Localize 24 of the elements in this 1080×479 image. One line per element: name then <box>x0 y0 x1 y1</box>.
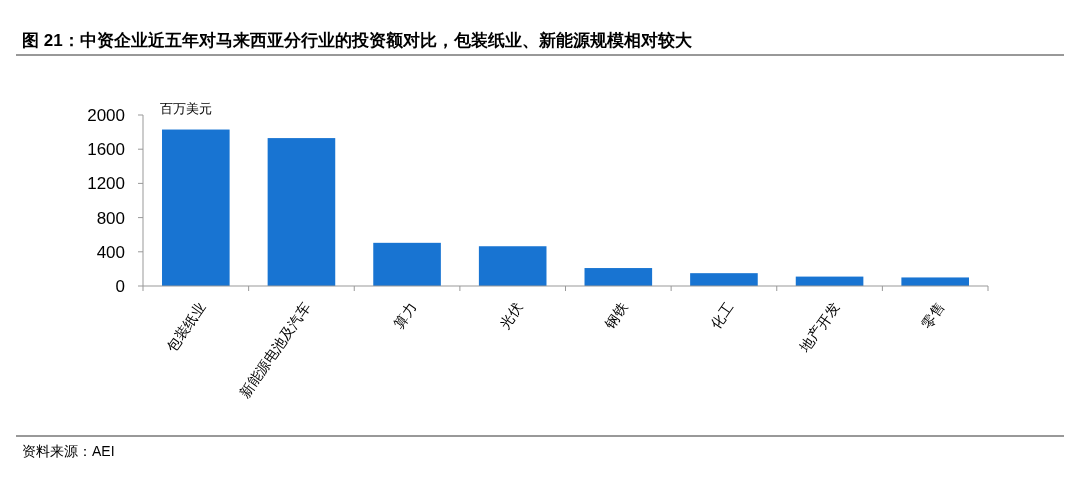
x-tick-label: 算力 <box>390 299 420 332</box>
x-tick-label: 钢铁 <box>601 299 631 333</box>
y-axis-title: 百万美元 <box>160 101 212 116</box>
bar <box>267 138 336 286</box>
x-tick-label: 包装纸业 <box>163 299 209 355</box>
bar <box>478 246 547 286</box>
bar <box>373 242 441 286</box>
y-tick-label: 800 <box>96 208 125 228</box>
x-tick-label: 零售 <box>918 299 948 332</box>
bar <box>162 129 230 286</box>
bar <box>901 277 969 286</box>
chart-title: 图 21：中资企业近五年对马来西亚分行业的投资额对比，包装纸业、新能源规模相对较大 <box>22 31 693 50</box>
y-tick-label: 1600 <box>87 140 125 160</box>
x-tick-label: 光伏 <box>495 299 526 332</box>
y-tick-label: 1200 <box>87 174 125 194</box>
bar <box>690 273 758 286</box>
x-tick-label: 新能源电池及汽车 <box>236 299 314 401</box>
y-tick-label: 2000 <box>87 105 125 125</box>
y-tick-label: 400 <box>96 242 125 262</box>
x-tick-label: 地产开发 <box>796 299 843 356</box>
text: 资料来源：AEI <box>22 443 115 459</box>
y-tick-label: 0 <box>115 276 125 296</box>
x-tick-label: 化工 <box>707 299 737 332</box>
bar <box>584 268 653 286</box>
